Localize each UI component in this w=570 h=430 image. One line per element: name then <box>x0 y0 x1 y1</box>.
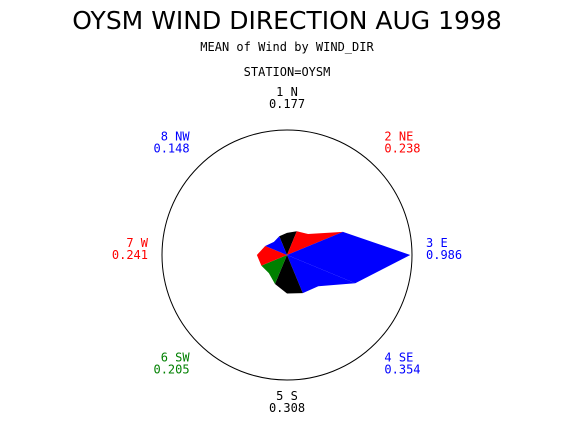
direction-label-nw: 8 NW <box>161 130 191 144</box>
direction-label-ne: 2 NE <box>384 130 413 144</box>
direction-labels: 1 N0.177 2 NE0.238 3 E0.986 4 SE0.354 5 S0.3… <box>112 85 462 415</box>
wind-sectors <box>256 231 411 294</box>
direction-value-ne: 0.238 <box>384 142 420 156</box>
sector-nw <box>265 236 287 255</box>
direction-label-s: 5 S <box>276 389 298 403</box>
direction-label-se: 4 SE <box>384 350 413 364</box>
direction-value-e: 0.986 <box>426 248 462 262</box>
direction-label-e: 3 E <box>426 236 448 250</box>
direction-label-sw: 6 SW <box>161 350 191 364</box>
direction-label-n: 1 N <box>276 85 298 99</box>
direction-label-w: 7 W <box>126 236 148 250</box>
direction-value-se: 0.354 <box>384 362 420 376</box>
sector-s <box>274 255 303 294</box>
direction-value-w: 0.241 <box>112 248 148 262</box>
sector-se <box>287 255 356 294</box>
sector-w <box>256 245 287 266</box>
station-label: STATION=OYSM <box>244 65 331 79</box>
chart-subtitle: MEAN of Wind by WIND_DIR <box>200 40 374 54</box>
sector-ne <box>287 231 343 255</box>
sector-n <box>279 231 297 255</box>
sector-e <box>287 231 411 284</box>
direction-value-s: 0.308 <box>269 401 305 415</box>
sector-sw <box>261 255 287 285</box>
polar-boundary-circle <box>161 129 413 381</box>
direction-value-nw: 0.148 <box>153 142 189 156</box>
direction-value-n: 0.177 <box>269 97 305 111</box>
chart-title: OYSM WIND DIRECTION AUG 1998 <box>72 6 502 35</box>
direction-value-sw: 0.205 <box>153 362 189 376</box>
